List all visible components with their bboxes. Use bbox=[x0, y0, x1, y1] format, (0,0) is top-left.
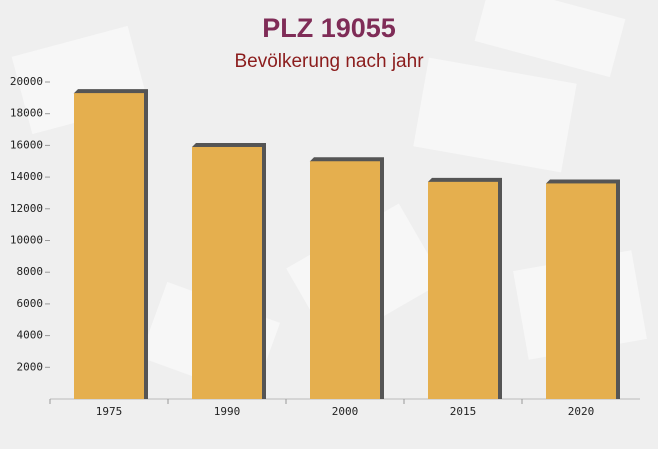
y-tick-label: 8000 bbox=[17, 265, 44, 278]
y-tick-label: 18000 bbox=[10, 107, 43, 120]
chart-title: PLZ 19055 bbox=[262, 13, 396, 43]
x-tick-label: 2015 bbox=[450, 405, 477, 418]
y-tick-label: 12000 bbox=[10, 202, 43, 215]
bar bbox=[192, 146, 262, 399]
y-tick-label: 14000 bbox=[10, 170, 43, 183]
y-tick-label: 6000 bbox=[17, 297, 44, 310]
y-tick-label: 4000 bbox=[17, 329, 44, 342]
x-tick-label: 1990 bbox=[214, 405, 241, 418]
bar bbox=[546, 183, 616, 399]
chart-subtitle: Bevölkerung nach jahr bbox=[234, 51, 424, 72]
x-tick-label: 2020 bbox=[568, 405, 595, 418]
y-tick-label: 16000 bbox=[10, 138, 43, 151]
x-tick-label: 1975 bbox=[96, 405, 123, 418]
y-tick-label: 20000 bbox=[10, 75, 43, 88]
bar bbox=[310, 161, 380, 399]
bar bbox=[428, 181, 498, 399]
bar bbox=[74, 93, 144, 399]
y-tick-label: 2000 bbox=[17, 360, 44, 373]
y-tick-label: 10000 bbox=[10, 234, 43, 247]
x-tick-label: 2000 bbox=[332, 405, 359, 418]
